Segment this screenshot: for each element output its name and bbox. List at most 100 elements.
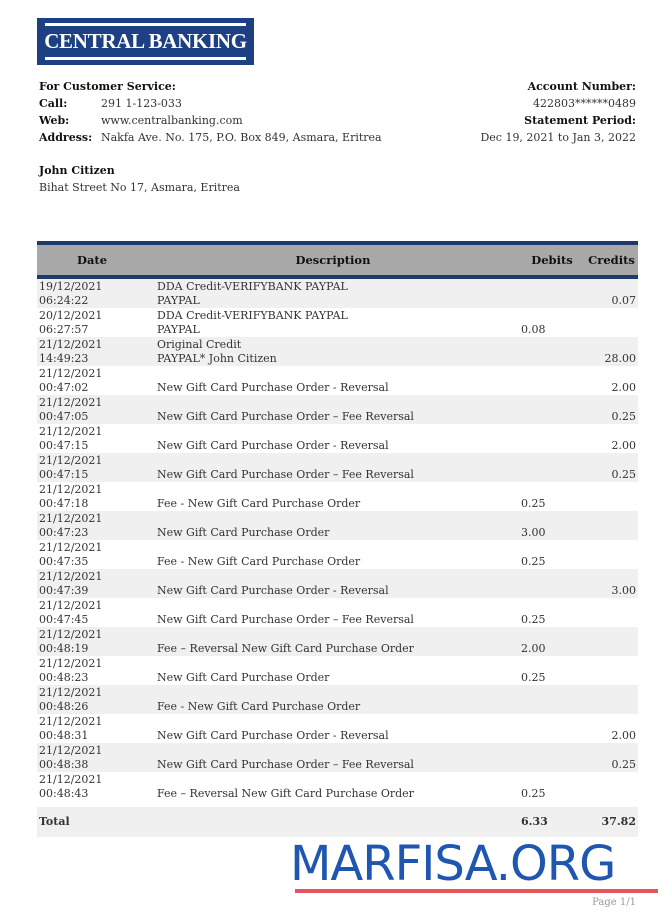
spacer-cell	[37, 801, 638, 807]
row-description-line1	[157, 425, 517, 439]
date-cell: 21/12/2021 00:47:15	[37, 424, 147, 453]
table-row: 21/12/2021 00:47:45 New Gift Card Purchase…	[37, 598, 638, 627]
date-cell: 21/12/2021 00:48:38	[37, 743, 147, 772]
account-number: 422803******0489	[533, 97, 636, 110]
table-header: Date Description Debits Credits	[37, 241, 638, 279]
table-row: 19/12/2021 06:24:22 DDA Credit-VERIFYBANK …	[37, 277, 638, 308]
row-description-line2: Fee - New Gift Card Purchase Order	[157, 700, 361, 713]
date-cell: 21/12/2021 00:47:18	[37, 482, 147, 511]
row-date: 21/12/2021	[39, 715, 103, 728]
row-description-line2: Fee - New Gift Card Purchase Order	[157, 497, 361, 510]
row-date: 21/12/2021	[39, 628, 103, 641]
header-description: Description	[147, 241, 519, 279]
row-date: 19/12/2021	[39, 280, 103, 293]
row-description-line2: PAYPAL	[157, 323, 200, 336]
table-row: 21/12/2021 00:48:23 New Gift Card Purchase…	[37, 656, 638, 685]
row-date: 21/12/2021	[39, 454, 103, 467]
description-cell: New Gift Card Purchase Order – Fee Rever…	[147, 598, 519, 627]
debit-cell	[519, 714, 585, 743]
row-date: 21/12/2021	[39, 483, 103, 496]
row-description-line1	[157, 628, 517, 642]
page-number: Page 1/1	[592, 897, 636, 908]
row-description-line1	[157, 744, 517, 758]
description-cell: DDA Credit-VERIFYBANK PAYPAL PAYPAL	[147, 308, 519, 337]
date-cell: 21/12/2021 00:47:45	[37, 598, 147, 627]
header-debits: Debits	[519, 241, 585, 279]
debit-cell	[519, 277, 585, 308]
row-description-line2: New Gift Card Purchase Order	[157, 526, 330, 539]
row-date: 21/12/2021	[39, 338, 103, 351]
row-description-line2: New Gift Card Purchase Order - Reversal	[157, 439, 389, 452]
table-row: 21/12/2021 14:49:23 Original Credit PAYPAL*…	[37, 337, 638, 366]
row-time: 00:47:15	[39, 439, 89, 452]
address-label: Address:	[39, 131, 93, 144]
table-row: 20/12/2021 06:27:57 DDA Credit-VERIFYBANK …	[37, 308, 638, 337]
web-link[interactable]: www.centralbanking.com	[101, 114, 243, 127]
credit-cell: 2.00	[611, 381, 637, 394]
table-row: 21/12/2021 00:47:23 New Gift Card Purchase…	[37, 511, 638, 540]
date-cell: 21/12/2021 00:47:35	[37, 540, 147, 569]
call-number: 291 1-123-033	[101, 97, 182, 110]
row-description-line1	[157, 454, 517, 468]
debit-cell	[519, 366, 585, 395]
table-row: 21/12/2021 00:47:05 New Gift Card Purchase…	[37, 395, 638, 424]
debit-cell: 0.08	[521, 323, 546, 336]
row-description-line1	[157, 773, 517, 787]
row-description-line1	[157, 686, 517, 700]
row-description-line2: New Gift Card Purchase Order - Reversal	[157, 729, 389, 742]
date-cell: 21/12/2021 00:48:23	[37, 656, 147, 685]
row-time: 06:27:57	[39, 323, 89, 336]
account-number-label: Account Number:	[527, 80, 636, 93]
web-label: Web:	[39, 114, 70, 127]
row-time: 00:47:45	[39, 613, 89, 626]
description-cell: New Gift Card Purchase Order – Fee Rever…	[147, 453, 519, 482]
row-description-line1	[157, 570, 517, 584]
row-date: 21/12/2021	[39, 512, 103, 525]
bank-logo: CENTRAL BANKING	[37, 18, 254, 65]
row-time: 00:48:23	[39, 671, 89, 684]
credit-cell: 28.00	[585, 337, 638, 366]
row-time: 00:48:26	[39, 700, 89, 713]
row-description-line2: PAYPAL	[157, 294, 200, 307]
row-date: 21/12/2021	[39, 599, 103, 612]
debit-cell: 0.25	[521, 671, 546, 684]
table-row: 21/12/2021 00:47:15 New Gift Card Purchase…	[37, 453, 638, 482]
row-description-line2: New Gift Card Purchase Order	[157, 671, 330, 684]
debit-cell: 0.25	[521, 613, 546, 626]
date-cell: 21/12/2021 00:48:26	[37, 685, 147, 714]
table-row: 21/12/2021 00:47:15 New Gift Card Purchase…	[37, 424, 638, 453]
credit-cell: 0.25	[585, 395, 638, 424]
description-cell: Fee – Reversal New Gift Card Purchase Or…	[147, 772, 519, 801]
row-time: 00:47:15	[39, 468, 89, 481]
row-description-line1: Original Credit	[157, 338, 242, 351]
row-date: 21/12/2021	[39, 541, 103, 554]
description-cell: Original Credit PAYPAL* John Citizen	[147, 337, 519, 366]
table-row: 21/12/2021 00:47:18 Fee - New Gift Card Pu…	[37, 482, 638, 511]
debit-cell: 2.00	[519, 627, 585, 656]
description-cell: Fee - New Gift Card Purchase Order	[147, 482, 519, 511]
row-description-line1: DDA Credit-VERIFYBANK PAYPAL	[157, 280, 348, 293]
credit-cell	[585, 656, 638, 685]
description-cell: New Gift Card Purchase Order - Reversal	[147, 424, 519, 453]
description-cell: New Gift Card Purchase Order	[147, 656, 519, 685]
row-time: 00:48:19	[39, 642, 89, 655]
row-date: 21/12/2021	[39, 773, 103, 786]
table-row: 21/12/2021 00:47:35 Fee - New Gift Card Pu…	[37, 540, 638, 569]
credit-cell: 0.07	[585, 277, 638, 308]
row-description-line2: New Gift Card Purchase Order – Fee Rever…	[157, 468, 414, 481]
table-row: 21/12/2021 00:48:19 Fee – Reversal New Gif…	[37, 627, 638, 656]
credit-cell: 0.25	[585, 453, 638, 482]
credit-cell	[585, 772, 638, 801]
date-cell: 21/12/2021 00:48:43	[37, 772, 147, 801]
row-description-line2: New Gift Card Purchase Order – Fee Rever…	[157, 613, 414, 626]
description-cell: New Gift Card Purchase Order - Reversal	[147, 714, 519, 743]
logo-bar	[45, 57, 246, 60]
credit-cell: 2.00	[611, 439, 637, 452]
date-cell: 21/12/2021 00:47:02	[37, 366, 147, 395]
row-time: 00:47:18	[39, 497, 89, 510]
debit-cell	[519, 569, 585, 598]
row-description-line2: Fee – Reversal New Gift Card Purchase Or…	[157, 642, 414, 655]
row-description-line1	[157, 715, 517, 729]
debit-cell	[519, 337, 585, 366]
